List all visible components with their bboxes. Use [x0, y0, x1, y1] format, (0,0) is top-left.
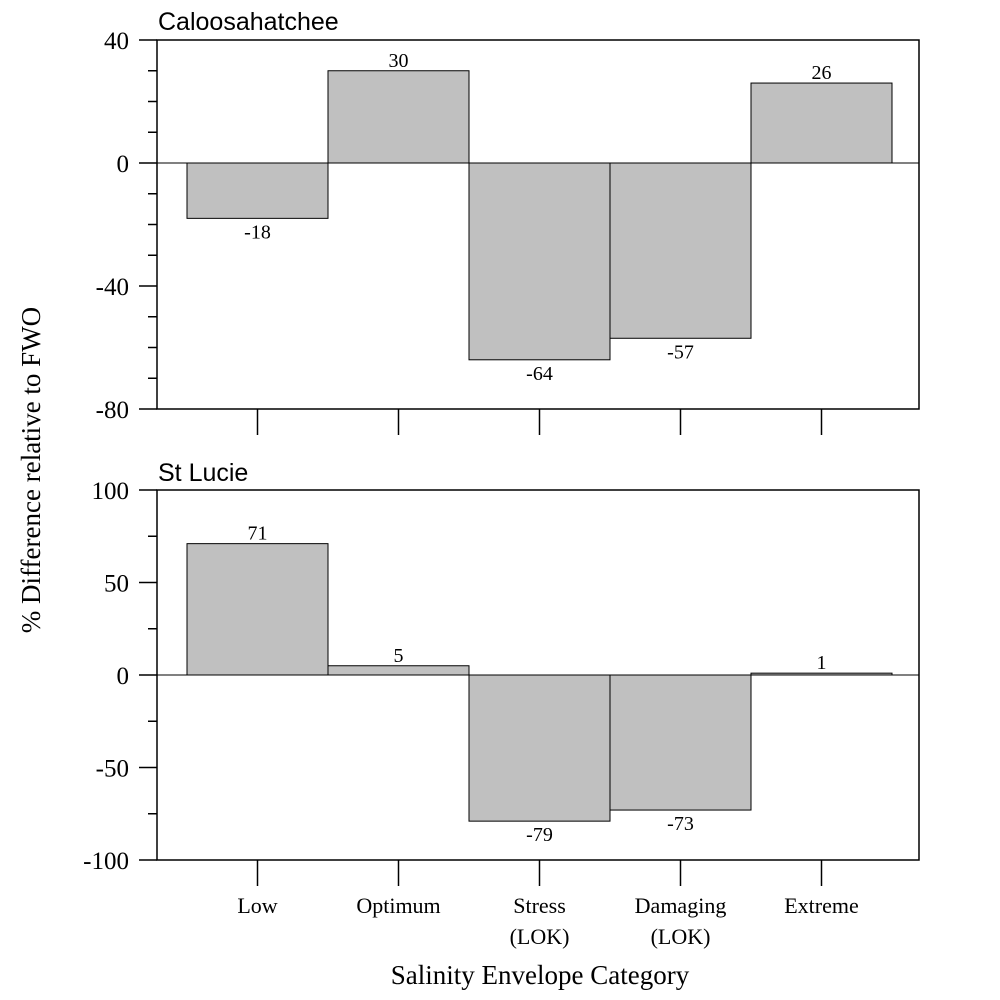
- bar-value-label: -79: [526, 824, 553, 846]
- bar: [186, 162, 329, 219]
- x-category-labels: Low Optimum Stress (LOK) Damaging (LOK) Extrem…: [237, 893, 858, 949]
- y-tick-label: -40: [96, 274, 129, 301]
- panel-title: St Lucie: [158, 459, 248, 487]
- bar-value-label: 30: [389, 50, 409, 72]
- y-axis-label: % Difference relative to FWO: [16, 307, 46, 633]
- y-tick-label: 40: [104, 28, 129, 55]
- bar: [468, 162, 611, 361]
- bar-value-label: 1: [817, 652, 827, 674]
- chart-panels: Caloosahatchee -18 30 -64 -57 26 40 0 -40 -80 St L…: [83, 8, 920, 886]
- y-tick-label: 100: [92, 478, 130, 505]
- x-category-label: Low: [237, 893, 277, 918]
- y-tick-label: 50: [104, 571, 129, 598]
- panel-title: Caloosahatchee: [158, 8, 339, 36]
- x-category-label: (LOK): [510, 924, 570, 949]
- chart-panel-1: Caloosahatchee -18 30 -64 -57 26 40 0 -40 -80: [96, 8, 920, 435]
- bar: [468, 674, 611, 822]
- y-tick-label: -100: [83, 848, 129, 875]
- bar-value-label: 5: [394, 645, 404, 667]
- bar: [750, 82, 893, 164]
- y-tick-label: -50: [96, 756, 129, 783]
- bar: [327, 665, 470, 676]
- bar-value-label: -57: [667, 341, 694, 363]
- bar-value-label: 26: [812, 62, 832, 84]
- x-category-label: Stress: [513, 893, 566, 918]
- bar: [327, 70, 470, 164]
- x-category-label: Extreme: [784, 893, 859, 918]
- bar-value-label: 71: [248, 523, 268, 545]
- chart-panel-2: St Lucie 71 5 -79 -73 1 100 50 0 -50 -100: [83, 459, 920, 886]
- x-category-label: (LOK): [651, 924, 711, 949]
- x-category-label: Damaging: [635, 893, 727, 918]
- x-category-label: Optimum: [356, 893, 440, 918]
- bar-value-label: -73: [667, 813, 694, 835]
- bar: [186, 543, 329, 676]
- bar-value-label: -64: [526, 363, 553, 385]
- bar: [609, 674, 752, 811]
- x-axis-label: Salinity Envelope Category: [391, 960, 690, 990]
- y-tick-label: 0: [117, 151, 130, 178]
- y-tick-label: 0: [117, 663, 130, 690]
- bar-value-label: -18: [244, 221, 271, 243]
- y-tick-label: -80: [96, 397, 129, 424]
- bar: [609, 162, 752, 339]
